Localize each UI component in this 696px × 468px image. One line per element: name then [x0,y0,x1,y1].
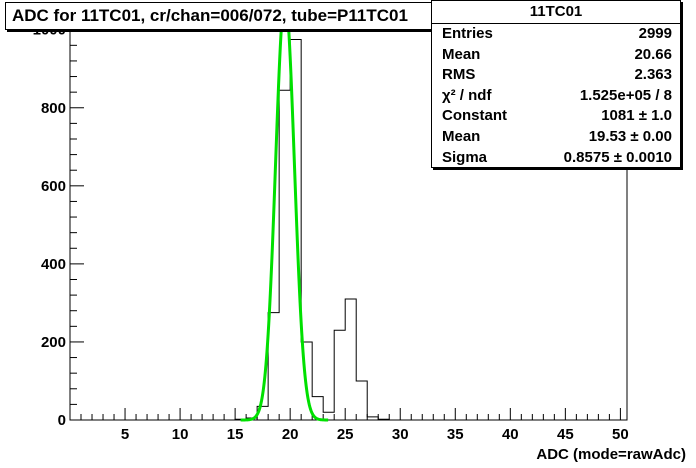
stats-label: RMS [442,66,476,84]
histogram-bin [334,330,345,420]
histogram-bin [378,419,389,420]
y-tick-label: 0 [58,412,66,429]
stats-value: 19.53 ± 0.00 [588,127,672,145]
stats-row: Entries 2999 [432,24,680,45]
stats-value: 1.525e+05 / 8 [579,86,672,104]
y-tick-label: 800 [41,100,66,117]
stats-row: RMS 2.363 [432,65,680,86]
chart-title: ADC for 11TC01, cr/chan=006/072, tube=P1… [5,2,497,30]
histogram-bin [279,90,290,420]
x-tick-label: 50 [612,426,629,443]
x-tick-label: 20 [282,426,299,443]
y-tick-label: 200 [41,334,66,351]
x-tick-label: 15 [227,426,244,443]
x-axis-label: ADC (mode=rawAdc) [536,446,686,463]
stats-row: Sigma 0.8575 ± 0.0010 [432,148,680,169]
stats-row: Mean 20.66 [432,45,680,66]
stats-value: 1081 ± 1.0 [601,107,672,125]
x-tick-label: 45 [557,426,574,443]
x-tick-label: 10 [172,426,189,443]
stats-label: Mean [442,45,481,63]
stats-rows: Entries 2999 Mean 20.66 RMS 2.363 χ² / ndf 1.52… [432,24,680,168]
stats-row: Constant 1081 ± 1.0 [432,106,680,127]
y-tick-label: 400 [41,256,66,273]
x-tick-label: 5 [121,426,129,443]
stats-box: 11TC01 Entries 2999 Mean 20.66 RMS 2.363 χ² / … [431,0,681,168]
histogram-bin [367,417,378,420]
stats-name: 11TC01 [432,1,680,24]
stats-label: Entries [442,25,493,42]
stats-value: 0.8575 ± 0.0010 [563,148,672,166]
y-tick-label: 600 [41,178,66,195]
stats-label: Mean [442,127,481,145]
stats-row: Mean 19.53 ± 0.00 [432,127,680,148]
x-tick-label: 35 [447,426,464,443]
x-tick-label: 25 [337,426,354,443]
stats-label: Constant [442,107,507,125]
x-tick-label: 40 [502,426,519,443]
histogram-bin [356,381,367,420]
stats-value: 2.363 [634,66,672,84]
stats-label: Sigma [442,148,488,166]
stats-row: χ² / ndf 1.525e+05 / 8 [432,86,680,107]
x-tick-label: 30 [392,426,409,443]
histogram-bin [345,299,356,420]
histogram-bars [234,38,390,420]
stats-value: 20.66 [634,45,672,63]
stats-label: χ² / ndf [442,86,492,104]
stats-value: 2999 [638,25,672,42]
histogram-outline [234,38,390,420]
